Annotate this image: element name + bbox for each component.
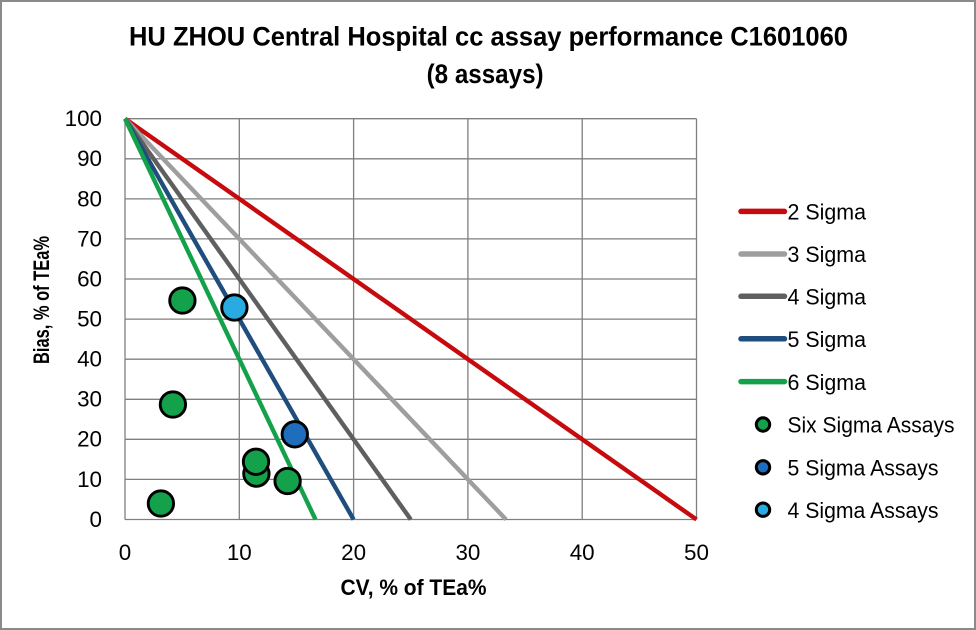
svg-text:0: 0 xyxy=(119,540,131,565)
svg-text:2 Sigma: 2 Sigma xyxy=(788,200,867,225)
svg-text:80: 80 xyxy=(77,186,102,211)
svg-text:90: 90 xyxy=(77,146,102,171)
svg-text:3 Sigma: 3 Sigma xyxy=(788,242,867,267)
svg-text:4 Sigma: 4 Sigma xyxy=(788,285,867,310)
svg-text:Bias, % of TEa%: Bias, % of TEa% xyxy=(29,236,54,364)
svg-text:30: 30 xyxy=(77,387,102,412)
svg-text:(8 assays): (8 assays) xyxy=(427,59,544,89)
svg-text:60: 60 xyxy=(77,266,102,291)
svg-text:6 Sigma: 6 Sigma xyxy=(788,370,867,395)
svg-text:30: 30 xyxy=(455,540,480,565)
svg-text:40: 40 xyxy=(77,347,102,372)
svg-text:10: 10 xyxy=(227,540,252,565)
svg-text:CV, % of TEa%: CV, % of TEa% xyxy=(341,575,487,600)
svg-text:50: 50 xyxy=(684,540,709,565)
svg-text:50: 50 xyxy=(77,307,102,332)
svg-text:40: 40 xyxy=(570,540,595,565)
svg-text:20: 20 xyxy=(341,540,366,565)
svg-text:Six Sigma Assays: Six Sigma Assays xyxy=(788,413,955,438)
svg-text:0: 0 xyxy=(90,507,102,532)
svg-text:70: 70 xyxy=(77,226,102,251)
svg-text:10: 10 xyxy=(77,467,102,492)
svg-text:100: 100 xyxy=(65,106,102,131)
svg-text:5 Sigma Assays: 5 Sigma Assays xyxy=(788,456,939,481)
svg-text:4 Sigma Assays: 4 Sigma Assays xyxy=(788,498,939,523)
svg-text:HU ZHOU Central Hospital cc as: HU ZHOU Central Hospital cc assay perfor… xyxy=(129,21,848,51)
svg-text:5 Sigma: 5 Sigma xyxy=(788,327,867,352)
svg-text:20: 20 xyxy=(77,427,102,452)
